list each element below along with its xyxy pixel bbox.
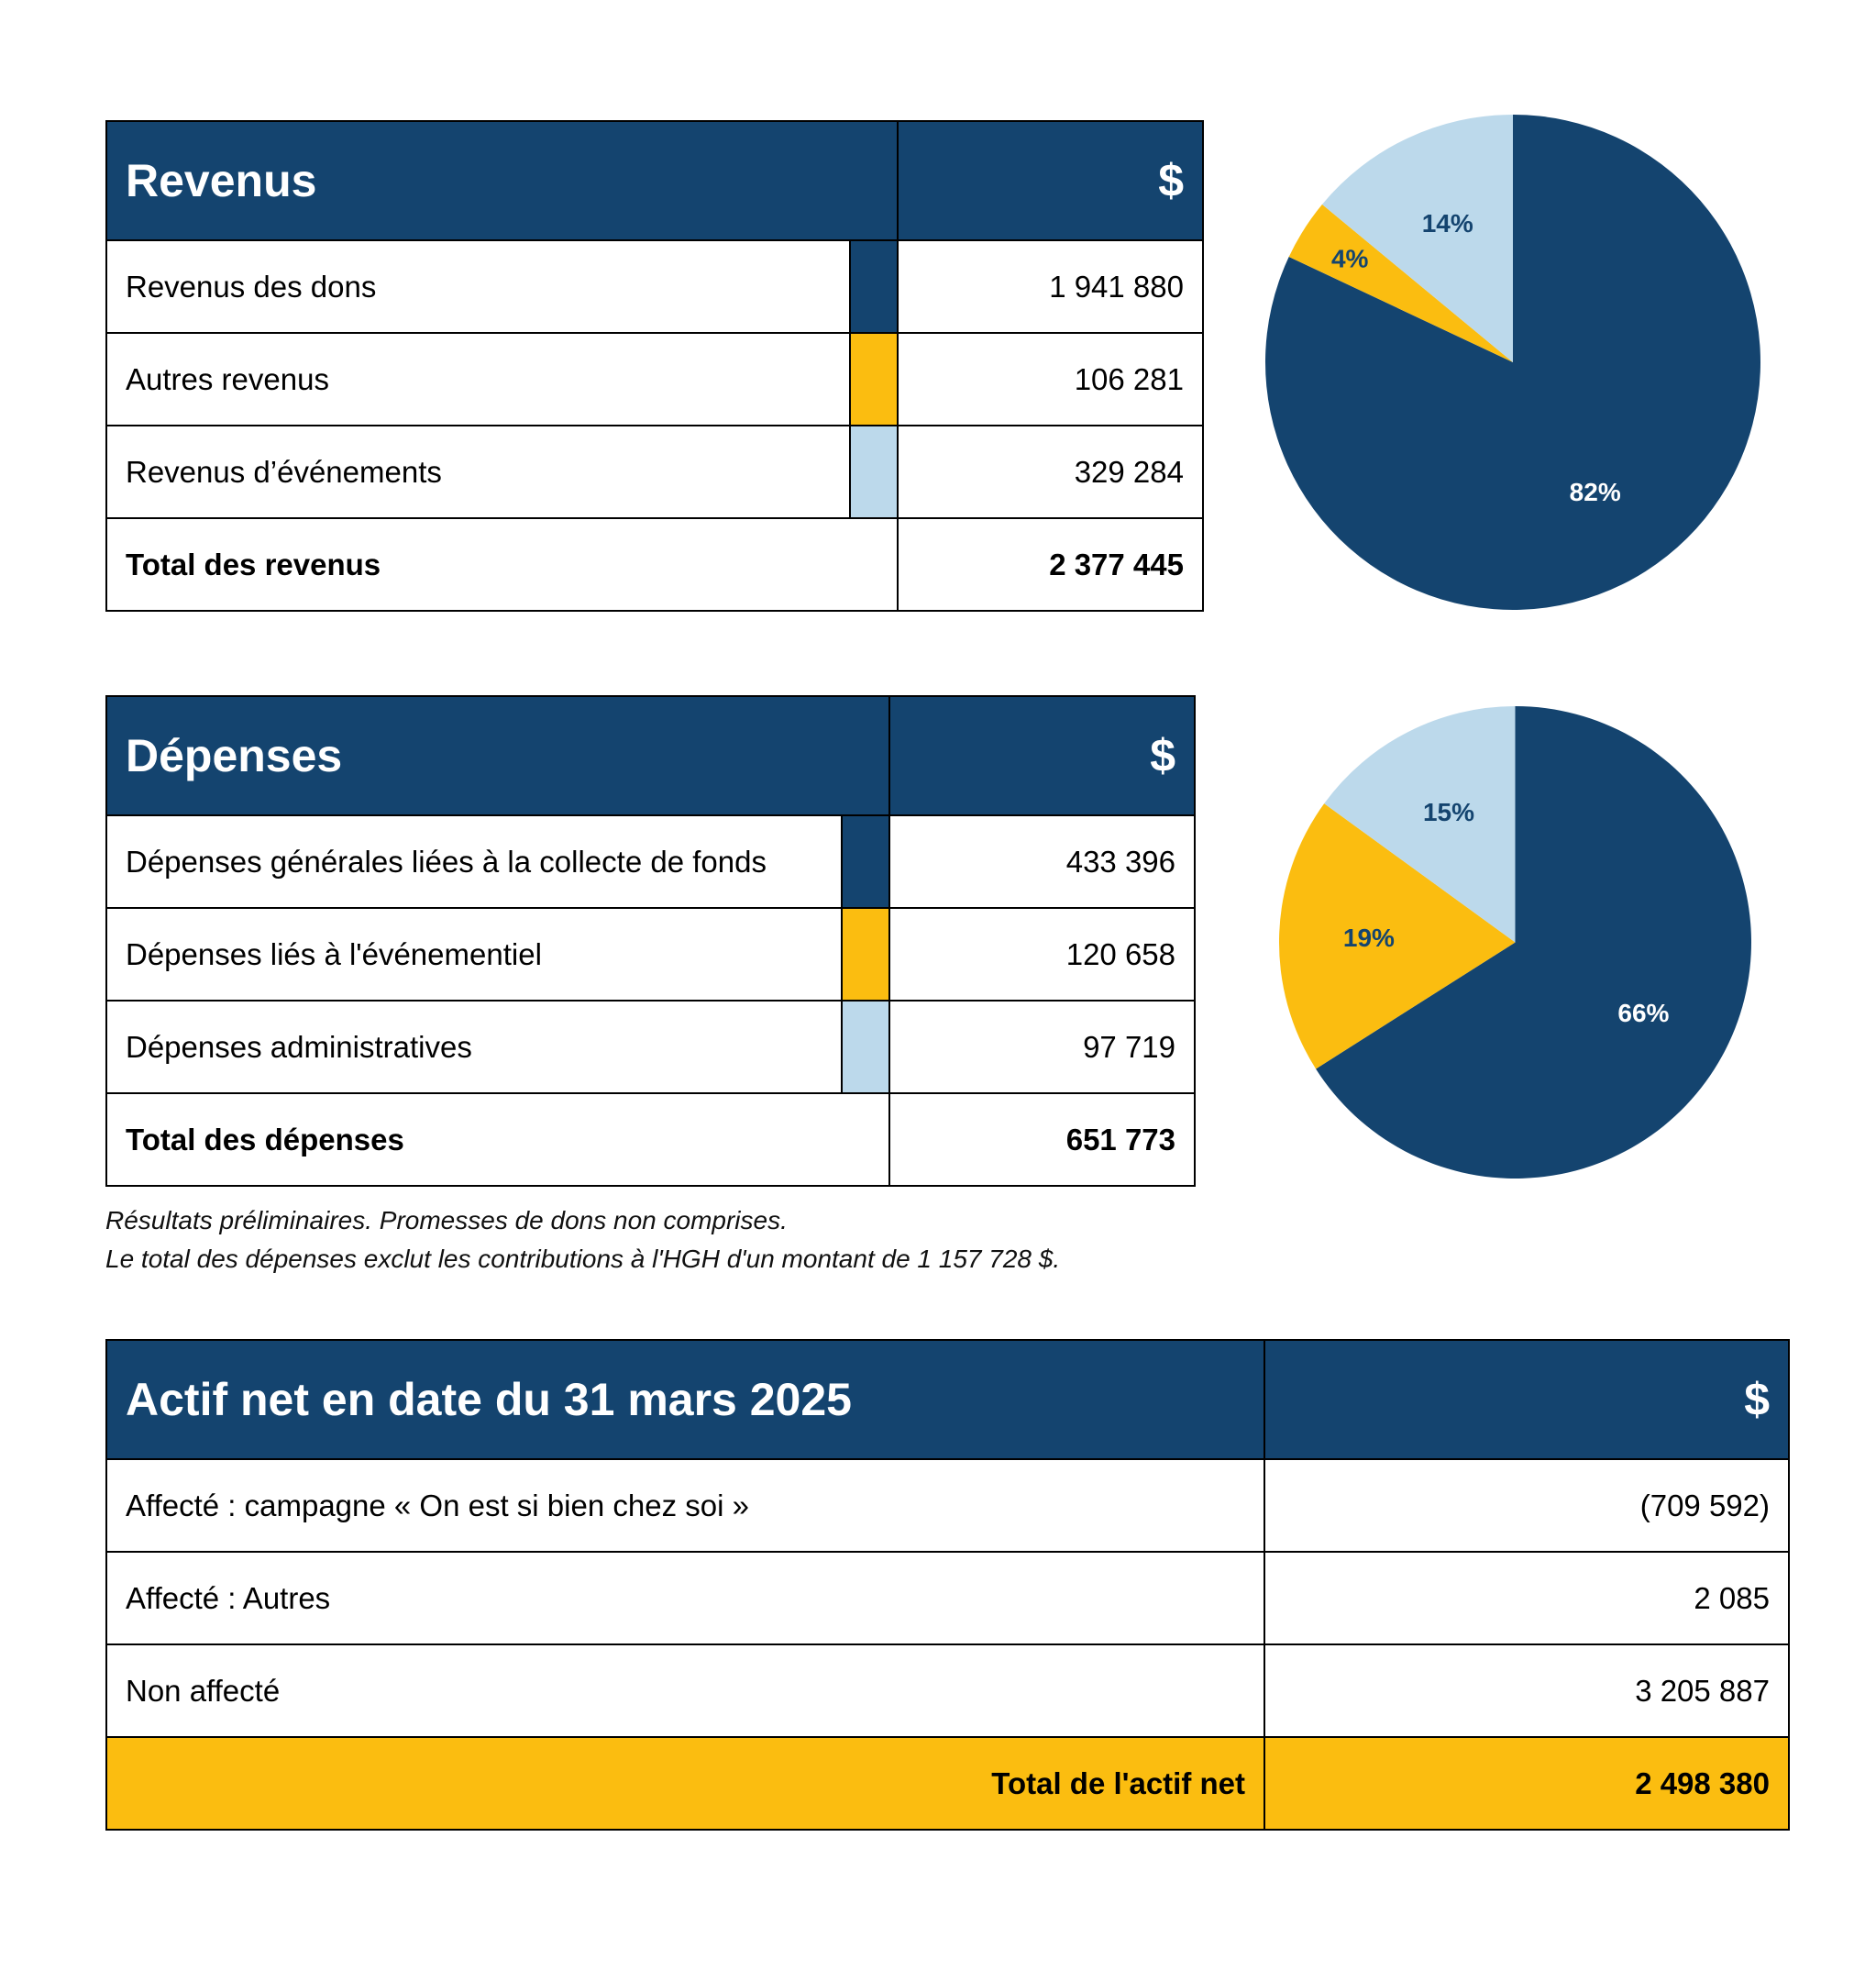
row-value: 106 281 — [897, 332, 1204, 426]
row-value: 97 719 — [888, 1000, 1197, 1094]
total-row: Total des dépenses 651 773 — [105, 1092, 1197, 1187]
total-label: Total de l'actif net — [105, 1736, 1265, 1831]
pie-data-label: 4% — [1331, 245, 1369, 273]
row-value: 1 941 880 — [897, 239, 1204, 334]
table-row: Dépenses liés à l'événementiel 120 658 — [105, 907, 1197, 1002]
row-label: Dépenses liés à l'événementiel — [105, 907, 843, 1002]
row-label: Autres revenus — [105, 332, 851, 426]
row-label: Non affecté — [105, 1643, 1265, 1738]
row-label: Dépenses générales liées à la collecte d… — [105, 814, 843, 909]
pie-data-label: 19% — [1343, 924, 1395, 952]
row-label: Affecté : Autres — [105, 1551, 1265, 1645]
total-value: 2 498 380 — [1264, 1736, 1790, 1831]
actif-title: Actif net en date du 31 mars 2025 — [105, 1339, 1265, 1460]
pie-data-label: 15% — [1423, 798, 1474, 826]
legend-swatch — [849, 425, 899, 519]
pie-slice — [1316, 706, 1751, 1179]
revenus-pie-chart: 82% 4% 14% — [1265, 115, 1760, 610]
pie-slice — [1324, 706, 1516, 943]
row-value: 329 284 — [897, 425, 1204, 519]
actif-header-row: Actif net en date du 31 mars 2025 $ — [105, 1339, 1790, 1460]
table-row: Non affecté 3 205 887 — [105, 1643, 1790, 1738]
total-row: Total des revenus 2 377 445 — [105, 517, 1204, 612]
legend-swatch — [840, 814, 891, 909]
total-label: Total des dépenses — [105, 1092, 891, 1187]
table-row: Autres revenus 106 281 — [105, 332, 1204, 426]
depenses-pie-chart: 66% 19% 15% — [1279, 706, 1751, 1179]
row-value: 2 085 — [1264, 1551, 1790, 1645]
table-row: Affecté : Autres 2 085 — [105, 1551, 1790, 1645]
total-label: Total des revenus — [105, 517, 899, 612]
row-value: (709 592) — [1264, 1458, 1790, 1553]
row-value: 433 396 — [888, 814, 1197, 909]
actif-table: Actif net en date du 31 mars 2025 $ Affe… — [105, 1339, 1790, 1831]
legend-swatch — [840, 907, 891, 1002]
row-label: Revenus des dons — [105, 239, 851, 334]
row-label: Revenus d’événements — [105, 425, 851, 519]
depenses-header-row: Dépenses $ — [105, 695, 1197, 816]
pie-data-label: 82% — [1570, 478, 1621, 506]
table-row: Revenus d’événements 329 284 — [105, 425, 1204, 519]
row-value: 3 205 887 — [1264, 1643, 1790, 1738]
table-row: Revenus des dons 1 941 880 — [105, 239, 1204, 334]
legend-swatch — [849, 332, 899, 426]
footnote: Résultats préliminaires. Promesses de do… — [105, 1201, 1060, 1278]
row-label: Affecté : campagne « On est si bien chez… — [105, 1458, 1265, 1553]
depenses-currency: $ — [888, 695, 1197, 816]
row-label: Dépenses administratives — [105, 1000, 843, 1094]
row-value: 120 658 — [888, 907, 1197, 1002]
footnote-line: Résultats préliminaires. Promesses de do… — [105, 1206, 788, 1234]
revenus-currency: $ — [897, 120, 1204, 241]
pie-data-label: 66% — [1617, 999, 1669, 1027]
revenus-title: Revenus — [105, 120, 899, 241]
table-row: Dépenses administratives 97 719 — [105, 1000, 1197, 1094]
depenses-table: Dépenses $ Dépenses générales liées à la… — [105, 695, 1197, 1187]
total-row: Total de l'actif net 2 498 380 — [105, 1736, 1790, 1831]
table-row: Affecté : campagne « On est si bien chez… — [105, 1458, 1790, 1553]
depenses-title: Dépenses — [105, 695, 891, 816]
pie-slice — [1279, 803, 1516, 1069]
revenus-header-row: Revenus $ — [105, 120, 1204, 241]
revenus-table: Revenus $ Revenus des dons 1 941 880 Aut… — [105, 120, 1204, 612]
footnote-line: Le total des dépenses exclut les contrib… — [105, 1245, 1061, 1273]
table-row: Dépenses générales liées à la collecte d… — [105, 814, 1197, 909]
pie-slice — [1321, 115, 1513, 362]
pie-slice — [1288, 204, 1513, 362]
legend-swatch — [840, 1000, 891, 1094]
total-value: 651 773 — [888, 1092, 1197, 1187]
pie-data-label: 14% — [1422, 209, 1473, 238]
legend-swatch — [849, 239, 899, 334]
total-value: 2 377 445 — [897, 517, 1204, 612]
actif-currency: $ — [1264, 1339, 1790, 1460]
